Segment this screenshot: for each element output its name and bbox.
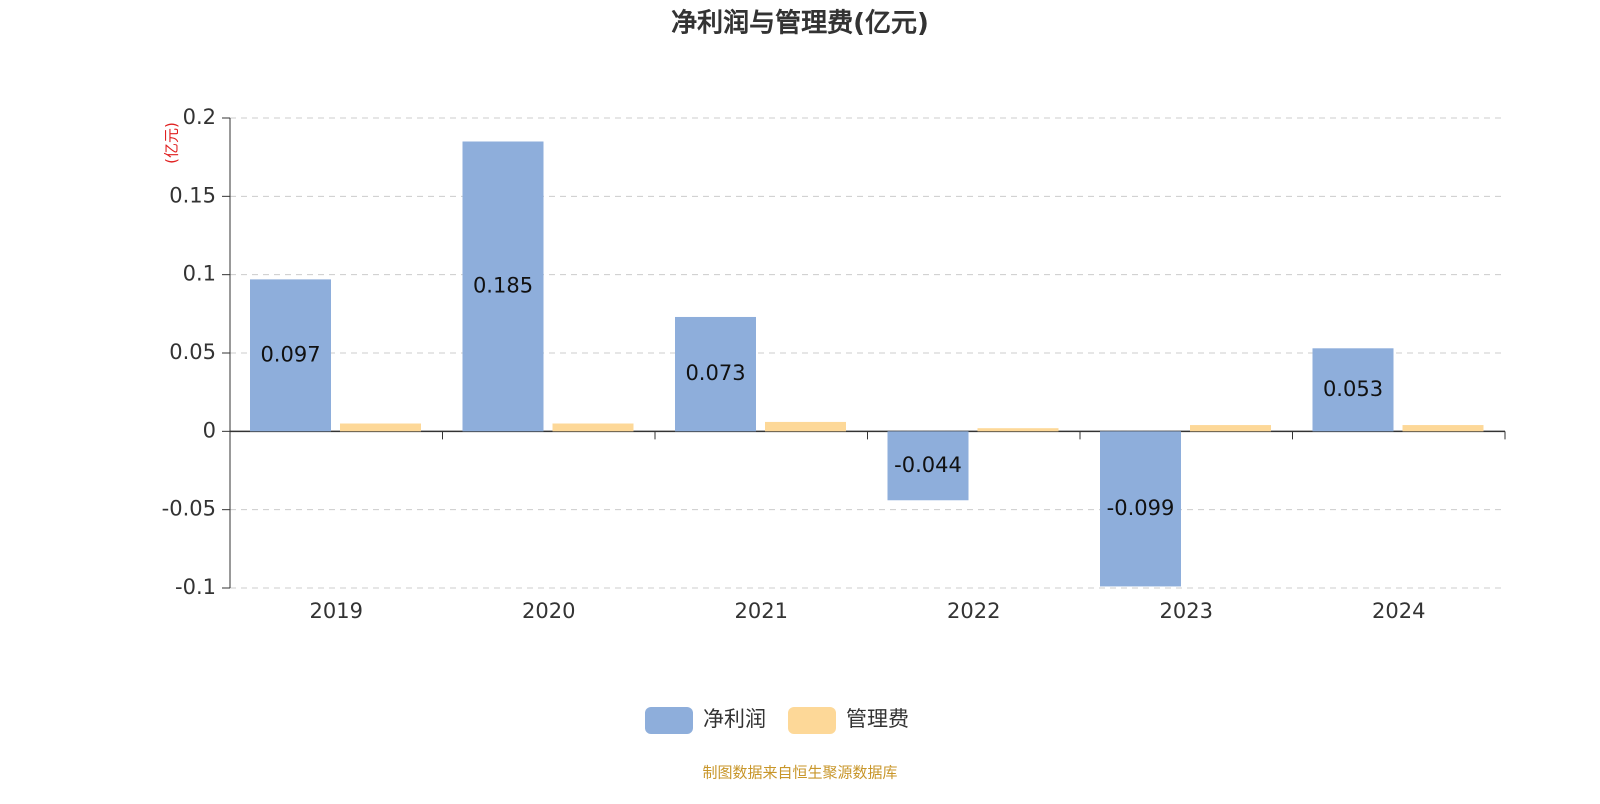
- chart-title: 净利润与管理费(亿元): [671, 8, 929, 39]
- legend-label: 管理费: [846, 707, 909, 731]
- y-tick-label: 0.1: [183, 262, 216, 286]
- legend-swatch: [645, 707, 693, 734]
- data-label: -0.099: [1107, 496, 1175, 520]
- y-axis-label: (亿元): [163, 122, 181, 164]
- y-tick-label: -0.1: [175, 575, 216, 599]
- data-label: 0.073: [685, 361, 745, 385]
- data-label: 0.185: [473, 273, 533, 297]
- y-tick-label: 0.15: [169, 183, 216, 207]
- bar: [462, 141, 544, 432]
- x-tick-label: 2024: [1372, 599, 1425, 623]
- bar: [1100, 431, 1181, 587]
- bar: [675, 316, 756, 432]
- legend-label: 净利润: [703, 707, 766, 731]
- y-tick-label: 0: [203, 418, 216, 442]
- source-note: 制图数据来自恒生聚源数据库: [702, 764, 897, 782]
- bar: [765, 421, 846, 432]
- y-tick-label: -0.05: [162, 497, 216, 521]
- x-tick-label: 2021: [735, 599, 788, 623]
- data-label: 0.097: [260, 342, 320, 366]
- x-tick-label: 2023: [1160, 599, 1213, 623]
- legend-swatch: [788, 707, 836, 734]
- y-tick-label: 0.05: [169, 340, 216, 364]
- x-tick-label: 2020: [522, 599, 575, 623]
- x-tick-label: 2019: [310, 599, 363, 623]
- x-tick-label: 2022: [947, 599, 1000, 623]
- bar: [1190, 425, 1271, 432]
- bar: [1402, 425, 1484, 432]
- bar: [552, 423, 634, 432]
- data-label: 0.053: [1323, 377, 1383, 401]
- bar: [887, 431, 969, 501]
- bar: [1312, 348, 1394, 432]
- bar: [977, 428, 1059, 432]
- bar: [340, 423, 421, 432]
- bar: [250, 279, 331, 432]
- y-tick-label: 0.2: [183, 105, 216, 129]
- data-label: -0.044: [894, 453, 962, 477]
